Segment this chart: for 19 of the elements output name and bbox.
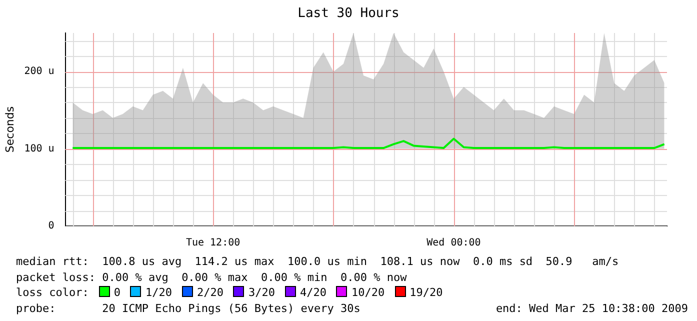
x-tick-label: Tue 12:00: [186, 238, 240, 249]
text: 4/20: [300, 286, 326, 299]
text: 2/20: [196, 286, 224, 299]
y-tick-label: 200 u: [24, 66, 54, 78]
y-tick-label: 0: [48, 220, 54, 232]
text: probe: 20 ICMP Echo Pings (56 Bytes) every 30s: [16, 302, 360, 314]
text: 10/20: [351, 286, 385, 299]
text: packet loss: 0.00 % avg 0.00 % max 0.00 % min 0.00 % now: [16, 270, 407, 284]
text: loss color:: [16, 286, 89, 299]
y-tick-label: 100 u: [24, 143, 54, 154]
text: 0: [114, 286, 120, 299]
text: end: Wed Mar 25 10:38:00 2009: [496, 300, 688, 316]
y-axis-title: Seconds: [3, 106, 16, 153]
chart-title: Last 30 Hours: [296, 6, 400, 21]
x-tick-label: Wed 00:00: [426, 238, 481, 249]
text: 1/20: [145, 286, 172, 299]
text: median rtt: 100.8 us avg 114.2 us max 100.0 us min 108.1 us now 0.0 ms sd 50.9 am/s: [16, 255, 619, 268]
text: 3/20: [248, 286, 275, 299]
text: 19/20: [410, 286, 443, 299]
